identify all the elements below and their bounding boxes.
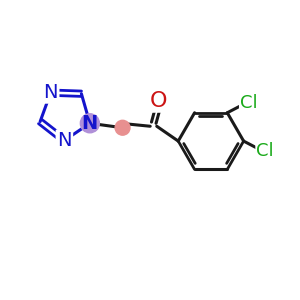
Text: O: O [149, 91, 167, 111]
Text: Cl: Cl [240, 94, 257, 112]
Circle shape [80, 114, 99, 133]
Text: N: N [57, 131, 72, 150]
Text: N: N [44, 83, 58, 102]
Text: Cl: Cl [256, 142, 274, 160]
Circle shape [115, 120, 130, 135]
Text: N: N [82, 114, 98, 133]
